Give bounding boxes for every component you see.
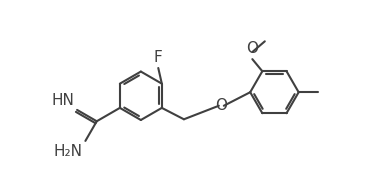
- Text: H₂N: H₂N: [54, 144, 82, 159]
- Text: O: O: [215, 98, 227, 113]
- Text: O: O: [246, 41, 258, 56]
- Text: HN: HN: [51, 93, 74, 108]
- Text: F: F: [154, 50, 162, 65]
